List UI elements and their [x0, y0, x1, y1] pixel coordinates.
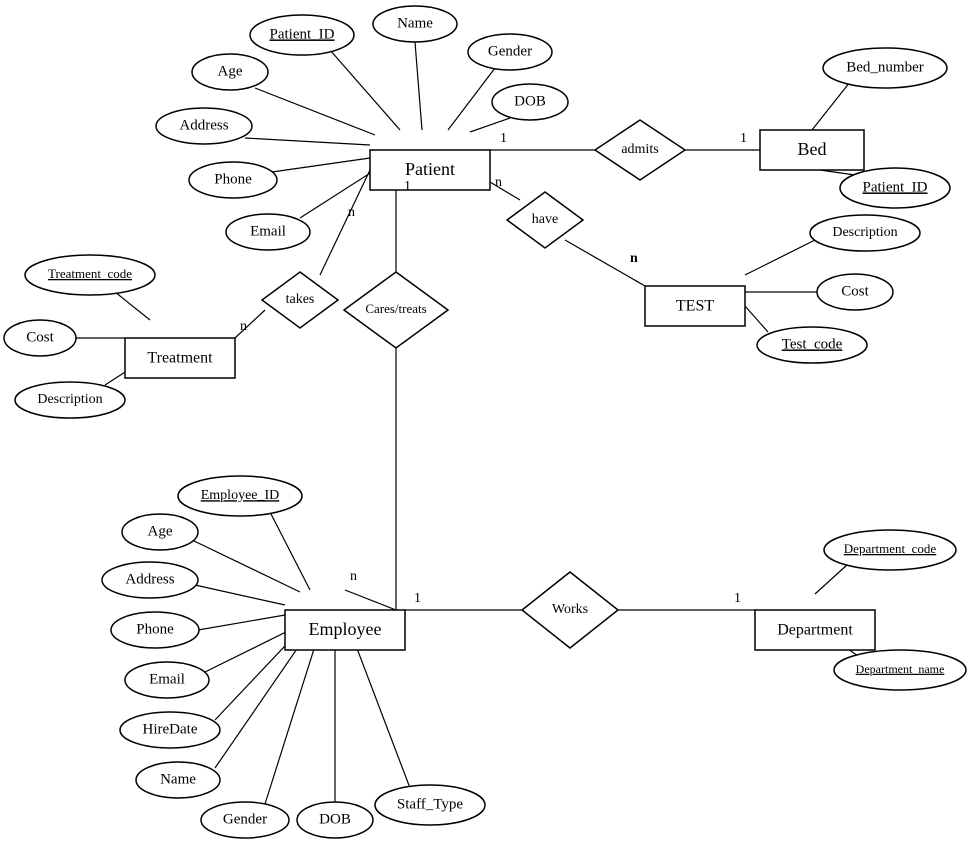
cardinality-label: 1: [500, 131, 507, 146]
cardinality-label: n: [350, 569, 357, 584]
entity-label: Employee: [309, 619, 382, 639]
attribute-label: Cost: [841, 283, 869, 299]
entity-label: Department: [777, 622, 853, 639]
attribute-label: Cost: [26, 329, 54, 345]
attribute-label: Patient_ID: [863, 179, 928, 195]
entity-label: Bed: [798, 139, 827, 159]
attribute-label: Name: [160, 771, 196, 787]
attribute-label: Gender: [223, 811, 267, 827]
attribute-label: Employee_ID: [201, 488, 280, 503]
attribute-label: Email: [149, 671, 185, 687]
cardinality-label: 1: [404, 179, 411, 194]
attribute-label: Address: [125, 571, 174, 587]
attribute-label: Address: [179, 117, 228, 133]
entity-label: Treatment: [147, 350, 213, 367]
cardinality-label: n: [630, 251, 638, 266]
attribute-label: Department_name: [856, 662, 945, 676]
attribute-label: Email: [250, 223, 286, 239]
attribute-label: Gender: [488, 43, 532, 59]
attribute-label: Bed_number: [846, 59, 923, 75]
attribute-label: Description: [37, 392, 102, 407]
attribute-label: Phone: [136, 621, 174, 637]
attribute-label: Treatment_code: [48, 266, 132, 281]
cardinality-label: n: [240, 319, 247, 334]
attribute-label: Patient_ID: [270, 26, 335, 42]
attribute-label: Staff_Type: [397, 796, 464, 812]
attribute-label: DOB: [514, 93, 546, 109]
relationship-label: takes: [286, 292, 315, 307]
attribute-label: Test_code: [782, 336, 843, 352]
relationship-label: admits: [621, 142, 658, 157]
entity-label: TEST: [676, 298, 714, 315]
entity-label: Patient: [405, 159, 455, 179]
cardinality-label: 1: [740, 131, 747, 146]
attribute-label: Age: [218, 63, 243, 79]
er-diagram: 11nnnn1n11PatientBedTESTTreatmentEmploye…: [0, 0, 977, 851]
relationship-label: Cares/treats: [365, 301, 426, 316]
attribute-label: Description: [832, 225, 897, 240]
cardinality-label: 1: [734, 591, 741, 606]
attribute-label: Phone: [214, 171, 252, 187]
cardinality-label: 1: [414, 591, 421, 606]
attribute-label: Department_code: [844, 541, 937, 556]
attribute-label: Age: [148, 523, 173, 539]
relationship-label: Works: [552, 602, 588, 617]
relationship-label: have: [532, 212, 558, 227]
attribute-label: HireDate: [143, 721, 198, 737]
cardinality-label: n: [495, 175, 502, 190]
attribute-label: Name: [397, 15, 433, 31]
cardinality-label: n: [348, 205, 355, 220]
attribute-label: DOB: [319, 811, 351, 827]
